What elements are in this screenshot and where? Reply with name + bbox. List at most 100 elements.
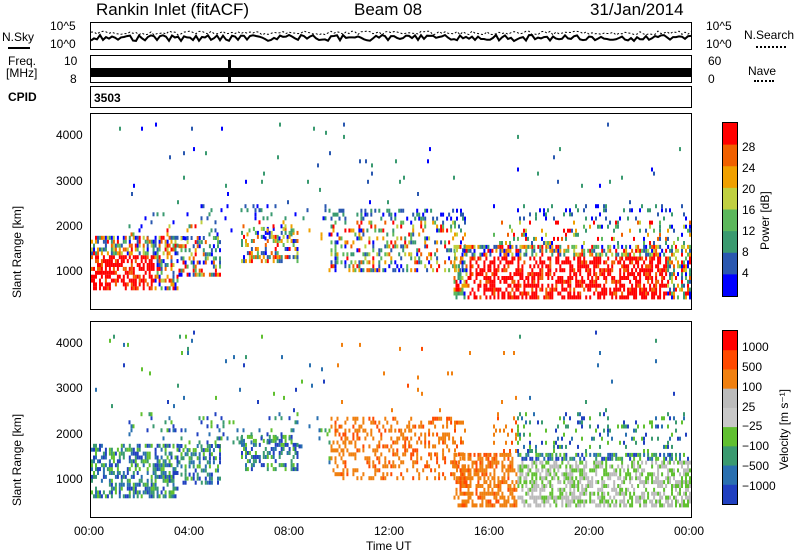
echo-cell — [370, 212, 373, 217]
echo-cell — [595, 260, 598, 265]
echo-cell — [116, 471, 119, 475]
echo-cell — [607, 491, 610, 496]
echo-cell — [248, 251, 251, 256]
echo-cell — [154, 286, 157, 291]
echo-cell — [204, 476, 207, 481]
echo-cell — [246, 459, 249, 464]
echo-cell — [583, 468, 586, 473]
echo-cell — [258, 255, 261, 260]
echo-cell — [675, 503, 677, 508]
echo-cell — [601, 436, 603, 441]
echo-cell — [681, 283, 683, 288]
echo-cell — [685, 272, 687, 277]
echo-cell — [158, 247, 161, 252]
echo-cell — [597, 503, 600, 508]
echo-cell — [629, 279, 632, 284]
velocity-ytick-3000: 3000 — [56, 381, 83, 395]
echo-cell — [200, 240, 203, 245]
echo-cell — [458, 476, 460, 481]
echo-cell — [264, 236, 267, 241]
echo-cell — [549, 272, 552, 277]
echo-cell — [156, 443, 159, 448]
echo-cell — [533, 272, 536, 277]
echo-cell — [537, 495, 540, 500]
echo-cell — [681, 499, 683, 504]
echo-cell — [515, 268, 518, 273]
echo-cell — [525, 452, 528, 457]
echo-cell — [543, 499, 546, 504]
echo-cell — [91, 247, 93, 252]
echo-cell — [545, 272, 548, 277]
echo-cell — [649, 256, 652, 261]
echo-cell — [603, 283, 606, 288]
echo-cell — [575, 279, 578, 284]
echo-cell — [575, 460, 578, 465]
echo-cell — [356, 212, 359, 217]
echo-cell — [456, 248, 458, 253]
echo-cell — [136, 235, 139, 240]
echo-cell — [649, 244, 652, 249]
echo-cell — [292, 428, 295, 433]
echo-cell — [507, 276, 510, 280]
echo-cell — [513, 351, 515, 355]
echo-cell — [461, 484, 464, 488]
echo-cell — [350, 452, 353, 457]
echo-cell — [208, 456, 211, 461]
echo-cell — [454, 428, 456, 433]
echo-cell — [657, 476, 660, 481]
echo-cell — [617, 279, 620, 284]
echo-cell — [527, 487, 530, 492]
nsky-nsearch-panel — [90, 22, 692, 50]
echo-cell — [406, 468, 409, 473]
echo-cell — [475, 468, 478, 473]
echo-cell — [537, 264, 540, 269]
echo-cell — [533, 248, 536, 253]
echo-cell — [392, 244, 395, 249]
echo-cell — [398, 436, 401, 441]
echo-cell — [675, 244, 677, 249]
echo-cell — [535, 287, 538, 292]
echo-cell — [164, 494, 167, 499]
echo-cell — [651, 503, 654, 508]
echo-cell — [162, 459, 165, 464]
echo-cell — [555, 499, 558, 504]
echo-cell — [551, 456, 554, 461]
echo-cell — [95, 443, 97, 448]
echo-cell — [509, 468, 512, 473]
echo-cell — [438, 472, 441, 477]
echo-cell — [154, 486, 157, 491]
echo-cell — [551, 244, 554, 249]
echo-cell — [344, 216, 347, 221]
echo-cell — [595, 464, 598, 469]
nsearch-tick-bottom: 10^0 — [706, 37, 732, 51]
echo-cell — [340, 424, 343, 429]
echo-cell — [639, 476, 642, 481]
echo-cell — [404, 244, 407, 249]
echo-cell — [611, 268, 614, 273]
echo-cell — [452, 460, 455, 465]
echo-cell — [112, 451, 115, 456]
echo-cell — [509, 503, 512, 508]
echo-cell — [633, 252, 636, 257]
echo-cell — [354, 420, 357, 425]
echo-cell — [531, 283, 534, 288]
echo-cell — [521, 499, 524, 504]
echo-cell — [513, 283, 516, 288]
echo-cell — [631, 464, 634, 469]
echo-cell — [294, 247, 297, 251]
echo-cell — [108, 270, 111, 275]
echo-cell — [569, 464, 572, 469]
echo-cell — [206, 440, 209, 445]
echo-cell — [246, 251, 249, 256]
echo-cell — [563, 480, 566, 485]
echo-cell — [364, 256, 367, 261]
echo-cell — [410, 428, 413, 433]
echo-cell — [651, 264, 654, 269]
echo-cell — [148, 270, 151, 275]
echo-cell — [657, 484, 660, 488]
echo-cell — [191, 126, 193, 131]
echo-cell — [290, 239, 293, 243]
echo-cell — [465, 272, 468, 277]
echo-cell — [219, 248, 221, 253]
echo-cell — [495, 268, 498, 273]
